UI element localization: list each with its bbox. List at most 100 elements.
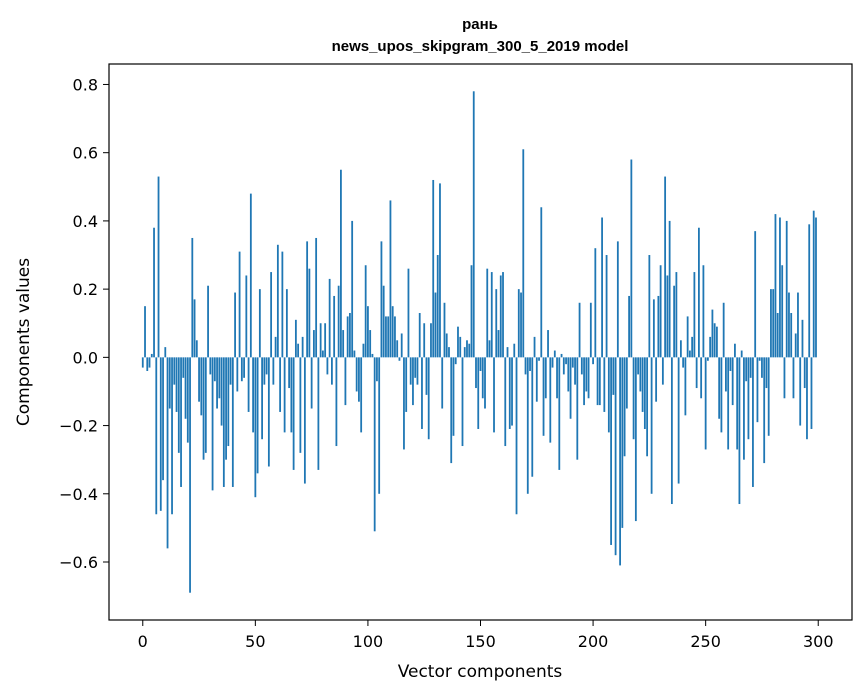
plot-frame [108, 63, 853, 621]
bar-218 [632, 357, 635, 440]
bar-109 [387, 316, 390, 358]
bar-9 [162, 357, 164, 481]
bar-201 [594, 248, 597, 358]
bar-121 [414, 357, 417, 378]
bar-239 [679, 340, 682, 358]
bar-191 [571, 357, 574, 368]
bar-273 [756, 357, 759, 423]
bar-77 [315, 237, 318, 358]
bar-160 [502, 272, 504, 358]
bar-176 [538, 357, 540, 361]
bar-277 [765, 357, 768, 389]
bar-289 [792, 357, 795, 399]
bar-7 [157, 176, 160, 358]
bar-270 [749, 357, 752, 378]
bar-208 [610, 357, 612, 545]
bar-71 [301, 336, 304, 358]
bar-295 [806, 357, 808, 440]
bar-223 [643, 357, 646, 429]
bar-102 [371, 353, 374, 358]
bar-274 [758, 357, 761, 361]
bar-211 [616, 241, 619, 358]
bar-267 [743, 357, 745, 460]
y-axis: −0.6 −0.4 −0.2 0.0 0.2 0.4 0.6 0.8 [59, 75, 109, 572]
bar-59 [274, 336, 277, 358]
bar-256 [718, 357, 721, 419]
bar-180 [547, 330, 549, 358]
bar-179 [544, 357, 547, 399]
bar-187 [562, 357, 565, 375]
bar-251 [707, 357, 709, 361]
bar-213 [621, 357, 624, 528]
bar-291 [797, 292, 799, 358]
bar-264 [736, 357, 739, 450]
bar-18 [182, 357, 185, 378]
bar-259 [725, 357, 727, 392]
bar-159 [499, 275, 502, 358]
bar-27 [202, 357, 205, 460]
bar-219 [634, 357, 637, 522]
bar-115 [400, 333, 403, 358]
bar-247 [698, 227, 700, 358]
bar-238 [677, 357, 680, 484]
bar-202 [596, 357, 599, 406]
bar-233 [666, 275, 669, 358]
bar-124 [421, 357, 423, 429]
y-tick-label: 0.8 [73, 75, 98, 94]
bar-14 [173, 357, 176, 385]
bar-266 [740, 350, 743, 358]
bar-41 [234, 292, 236, 358]
bar-171 [526, 357, 529, 494]
bar-269 [747, 357, 750, 440]
bar-33 [216, 357, 218, 409]
bar-62 [281, 251, 284, 358]
bar-245 [693, 272, 696, 358]
bar-107 [382, 285, 385, 358]
bar-2 [146, 357, 149, 371]
bar-198 [587, 357, 590, 399]
bar-284 [781, 265, 784, 358]
bar-281 [774, 214, 777, 358]
bar-63 [283, 357, 286, 433]
bar-170 [524, 357, 527, 375]
bar-248 [700, 357, 703, 399]
bar-74 [308, 268, 311, 358]
bar-225 [648, 255, 651, 358]
bar-126 [425, 357, 428, 395]
bar-275 [761, 357, 763, 378]
bar-22 [191, 237, 194, 358]
bar-57 [270, 272, 273, 358]
bars-group [141, 91, 817, 593]
bar-4 [150, 353, 153, 358]
bar-46 [245, 275, 248, 358]
bar-174 [533, 336, 536, 358]
bar-290 [794, 333, 797, 358]
bar-195 [580, 357, 583, 375]
bar-60 [276, 244, 279, 358]
bar-207 [607, 357, 610, 433]
bar-78 [317, 357, 320, 470]
bar-292 [799, 357, 802, 426]
bar-241 [684, 357, 687, 416]
bar-116 [403, 357, 405, 450]
bar-186 [560, 353, 563, 358]
bar-263 [734, 343, 736, 358]
bar-1 [144, 306, 146, 358]
y-tick-label: 0.6 [73, 144, 98, 163]
bar-253 [711, 309, 714, 358]
bar-178 [542, 357, 545, 436]
bar-117 [405, 357, 408, 412]
bar-192 [574, 357, 576, 385]
bar-229 [657, 295, 660, 358]
bar-10 [164, 347, 167, 358]
bar-95 [355, 357, 358, 392]
bar-280 [772, 289, 775, 358]
bar-48 [249, 193, 252, 358]
y-tick-label: 0.2 [73, 280, 98, 299]
bar-104 [376, 357, 378, 382]
bar-146 [470, 265, 473, 358]
bar-156 [493, 357, 495, 433]
bar-162 [506, 347, 509, 358]
bar-177 [540, 207, 543, 358]
